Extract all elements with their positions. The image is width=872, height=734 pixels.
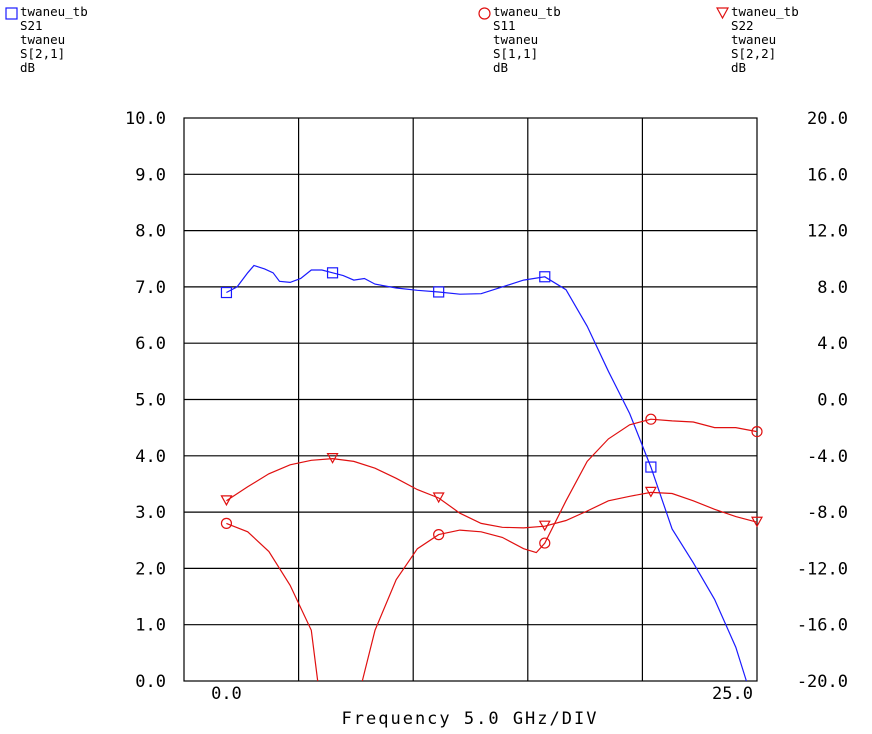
legend-dataset: twaneu_tb [493,4,561,19]
square-marker-icon [5,7,18,20]
left-y-tick-label: 8.0 [135,222,166,242]
right-y-tick-label: 8.0 [817,278,848,298]
legend-dataset: twaneu_tb [20,4,88,19]
triangle-marker [750,516,764,528]
circle-marker [220,517,233,529]
series-line-s11 [361,418,758,682]
right-y-tick-label: 4.0 [817,334,848,354]
square-marker [433,286,445,298]
right-y-tick-label: 0.0 [817,391,848,411]
legend-s11: twaneu_tb S11 twaneu S[1,1] dB [478,4,561,75]
legend-design: twaneu [20,32,66,47]
series-line-s11 [226,522,319,682]
right-y-tick-label: 16.0 [807,165,848,185]
left-y-tick-label: 1.0 [135,616,166,636]
legend-expr: S[2,2] [731,46,777,61]
triangle-marker [644,486,657,498]
left-y-tick-label: 5.0 [135,391,166,411]
x-tick-label: 0.0 [211,684,242,704]
legend-trace: S11 [493,18,516,33]
triangle-marker [432,492,445,504]
legend-design: twaneu [493,32,539,47]
x-tick-label: 25.0 [712,684,753,704]
legend-unit: dB [731,60,747,75]
legend-unit: dB [20,60,36,75]
triangle-marker [220,495,233,507]
left-y-tick-label: 4.0 [135,447,166,467]
triangle-marker [538,520,551,532]
left-y-tick-label: 6.0 [135,334,166,354]
legend-dataset: twaneu_tb [731,4,799,19]
legend-unit: dB [493,60,509,75]
triangle-down-marker-icon [716,7,729,20]
circle-marker [751,425,763,438]
right-y-tick-label: 20.0 [807,109,848,129]
left-y-tick-label: 9.0 [135,165,166,185]
legend-trace: S21 [20,18,43,33]
y-tick-labels: 10.0 20.0 9.0 16.0 8.0 12.0 7.0 8.0 6.0 4.0 5.0 0.0… [125,109,848,692]
series-s11 [220,413,763,682]
right-y-tick-label: -4.0 [807,447,848,467]
right-y-tick-label: -20.0 [797,672,848,692]
right-y-tick-label: -16.0 [797,616,848,636]
legend-expr: S[2,1] [20,46,66,61]
triangle-marker [326,453,339,464]
right-y-tick-label: 12.0 [807,222,848,242]
legend-trace: S22 [731,18,754,33]
left-y-tick-label: 2.0 [135,559,166,579]
legend-s22: twaneu_tb S22 twaneu S[2,2] dB [716,4,799,75]
square-marker [645,461,657,473]
series-layer [220,264,764,682]
series-line-s22 [226,457,758,529]
plot-grid [183,117,758,682]
series-s21 [220,264,747,682]
legend-design: twaneu [731,32,777,47]
circle-marker [539,537,551,549]
right-y-tick-label: -12.0 [797,559,848,579]
right-y-tick-label: -8.0 [807,503,848,523]
circle-marker [433,529,445,541]
square-marker [326,267,339,279]
circle-marker-icon [478,7,491,20]
x-axis-label: Frequency 5.0 GHz/DIV [342,709,599,729]
series-line-s21 [226,264,747,682]
square-marker [539,271,551,283]
left-y-tick-label: 3.0 [135,503,166,523]
left-y-tick-label: 7.0 [135,278,166,298]
left-y-tick-label: 0.0 [135,672,166,692]
square-marker [220,286,233,299]
series-s22 [220,453,764,532]
x-tick-labels: 0.0 25.0 [211,684,753,704]
legend-expr: S[1,1] [493,46,539,61]
legend-s21: twaneu_tb S21 twaneu S[2,1] dB [5,4,88,75]
left-y-tick-label: 10.0 [125,109,166,129]
circle-marker [645,413,657,425]
